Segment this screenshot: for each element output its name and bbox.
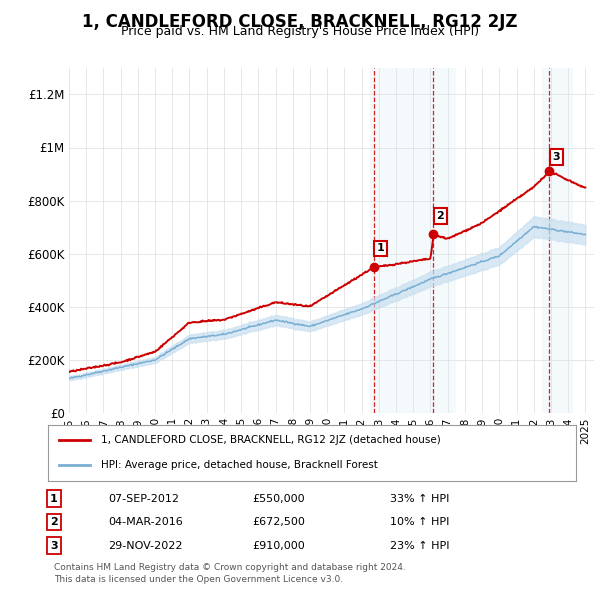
Text: 10% ↑ HPI: 10% ↑ HPI bbox=[390, 517, 449, 527]
Text: 1: 1 bbox=[50, 494, 58, 503]
Text: 1: 1 bbox=[377, 244, 384, 253]
Text: 3: 3 bbox=[553, 152, 560, 162]
Text: £910,000: £910,000 bbox=[252, 541, 305, 550]
Text: 1, CANDLEFORD CLOSE, BRACKNELL, RG12 2JZ (detached house): 1, CANDLEFORD CLOSE, BRACKNELL, RG12 2JZ… bbox=[101, 435, 440, 445]
Text: 07-SEP-2012: 07-SEP-2012 bbox=[108, 494, 179, 503]
Text: 23% ↑ HPI: 23% ↑ HPI bbox=[390, 541, 449, 550]
Text: 2: 2 bbox=[436, 211, 444, 221]
Text: HPI: Average price, detached house, Bracknell Forest: HPI: Average price, detached house, Brac… bbox=[101, 460, 377, 470]
Text: Contains HM Land Registry data © Crown copyright and database right 2024.: Contains HM Land Registry data © Crown c… bbox=[54, 563, 406, 572]
Text: £672,500: £672,500 bbox=[252, 517, 305, 527]
Text: 29-NOV-2022: 29-NOV-2022 bbox=[108, 541, 182, 550]
Bar bbox=[433, 68, 456, 413]
Text: 1, CANDLEFORD CLOSE, BRACKNELL, RG12 2JZ: 1, CANDLEFORD CLOSE, BRACKNELL, RG12 2JZ bbox=[82, 13, 518, 31]
Bar bbox=[542, 68, 574, 413]
Text: £550,000: £550,000 bbox=[252, 494, 305, 503]
Text: This data is licensed under the Open Government Licence v3.0.: This data is licensed under the Open Gov… bbox=[54, 575, 343, 584]
Text: 2: 2 bbox=[50, 517, 58, 527]
Text: 3: 3 bbox=[50, 541, 58, 550]
Text: Price paid vs. HM Land Registry's House Price Index (HPI): Price paid vs. HM Land Registry's House … bbox=[121, 25, 479, 38]
Text: 33% ↑ HPI: 33% ↑ HPI bbox=[390, 494, 449, 503]
Text: 04-MAR-2016: 04-MAR-2016 bbox=[108, 517, 183, 527]
Bar bbox=[370, 68, 433, 413]
